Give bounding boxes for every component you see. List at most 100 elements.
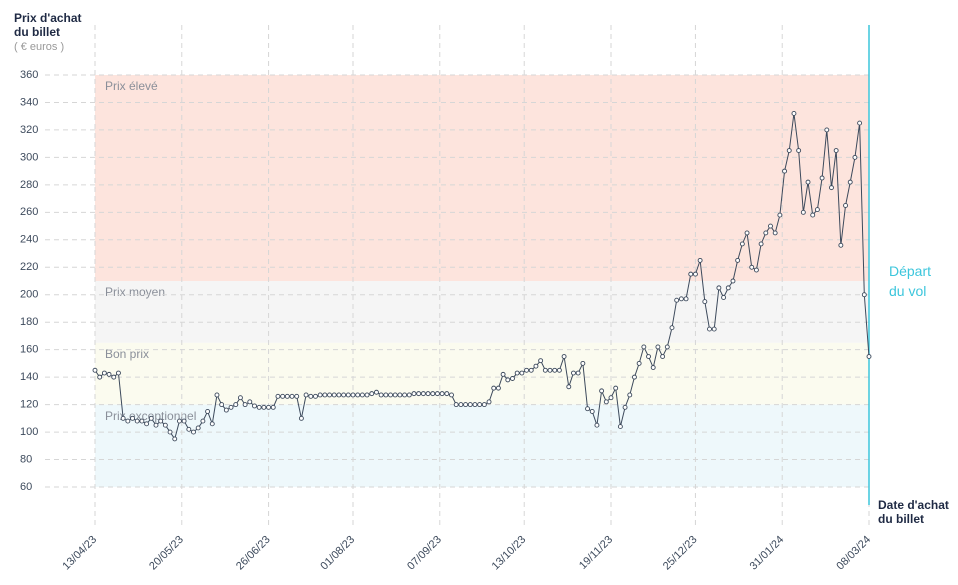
price-point (538, 358, 544, 364)
x-tick-label: 31/01/24 (748, 534, 787, 573)
price-point (636, 360, 642, 366)
price-point (486, 399, 492, 405)
price-point (237, 395, 243, 401)
price-point (256, 404, 262, 410)
price-band (95, 281, 869, 343)
price-point (425, 391, 431, 397)
price-point (176, 418, 182, 424)
price-point (111, 374, 117, 380)
price-point (552, 367, 558, 373)
price-point (383, 392, 389, 398)
y-tick-label: 80 (20, 453, 32, 465)
price-point (275, 393, 281, 399)
price-point (857, 120, 863, 126)
price-point (725, 285, 731, 291)
price-point (308, 393, 314, 399)
price-point (322, 392, 328, 398)
price-point (533, 363, 539, 369)
price-point (406, 392, 412, 398)
price-point (678, 296, 684, 302)
price-point (350, 392, 356, 398)
price-point (782, 168, 788, 174)
price-point (453, 402, 459, 408)
price-point (144, 421, 150, 427)
band-label: Prix moyen (105, 285, 165, 299)
price-point (477, 402, 483, 408)
price-point (388, 392, 393, 398)
price-point (627, 392, 633, 398)
price-point (847, 179, 853, 185)
y-tick-label: 300 (20, 151, 38, 163)
price-point (205, 409, 211, 414)
price-point (139, 418, 145, 424)
price-point (838, 242, 844, 248)
price-point (833, 148, 839, 153)
price-point (172, 436, 178, 442)
price-point (200, 418, 206, 424)
price-point (674, 297, 680, 303)
price-band (95, 75, 869, 281)
band-label: Bon prix (105, 347, 149, 361)
price-point (861, 292, 867, 298)
price-point (655, 344, 661, 350)
price-point (495, 385, 501, 391)
price-point (542, 367, 548, 373)
price-point (603, 399, 609, 405)
price-point (233, 402, 239, 408)
price-point (561, 354, 567, 359)
price-point (247, 399, 253, 405)
price-point (814, 207, 820, 213)
price-point (786, 148, 792, 153)
price-point (298, 415, 304, 421)
price-point (449, 392, 454, 398)
price-point (744, 230, 750, 236)
price-point (819, 175, 825, 181)
price-point (261, 404, 267, 410)
price-point (796, 148, 802, 153)
price-point (613, 385, 619, 391)
price-point (730, 278, 736, 284)
price-point (641, 344, 647, 350)
price-point (167, 429, 173, 435)
price-point (524, 367, 530, 373)
price-point (392, 392, 398, 398)
price-point (191, 429, 196, 435)
price-point (97, 374, 103, 380)
price-point (580, 360, 586, 366)
price-point (660, 354, 666, 359)
price-point (294, 393, 300, 399)
price-point (195, 425, 201, 431)
price-point (829, 185, 834, 191)
y-axis-title: Prix d'achat du billet (14, 11, 82, 39)
price-point (791, 111, 797, 116)
price-point (266, 404, 272, 410)
price-point (692, 271, 698, 277)
price-point (646, 354, 651, 359)
y-tick-label: 260 (20, 206, 38, 218)
price-point (336, 392, 342, 398)
price-point (500, 371, 506, 377)
price-point (439, 391, 445, 397)
price-point (650, 365, 656, 370)
price-point (528, 367, 534, 373)
price-point (378, 392, 384, 398)
band-label: Prix élevé (105, 79, 158, 93)
price-point (289, 393, 295, 399)
price-point (120, 415, 126, 421)
y-tick-label: 220 (20, 261, 38, 273)
price-point (158, 418, 164, 424)
price-point (800, 209, 806, 215)
price-point (228, 404, 234, 410)
price-point (313, 393, 318, 399)
price-point (697, 257, 703, 263)
price-point (130, 415, 135, 421)
price-point (359, 392, 365, 398)
price-band (95, 342, 869, 405)
price-point (852, 154, 858, 160)
price-point (463, 402, 469, 408)
x-tick-label: 01/08/23 (318, 534, 357, 573)
price-point (242, 402, 248, 408)
x-tick-label: 25/12/23 (661, 534, 700, 573)
